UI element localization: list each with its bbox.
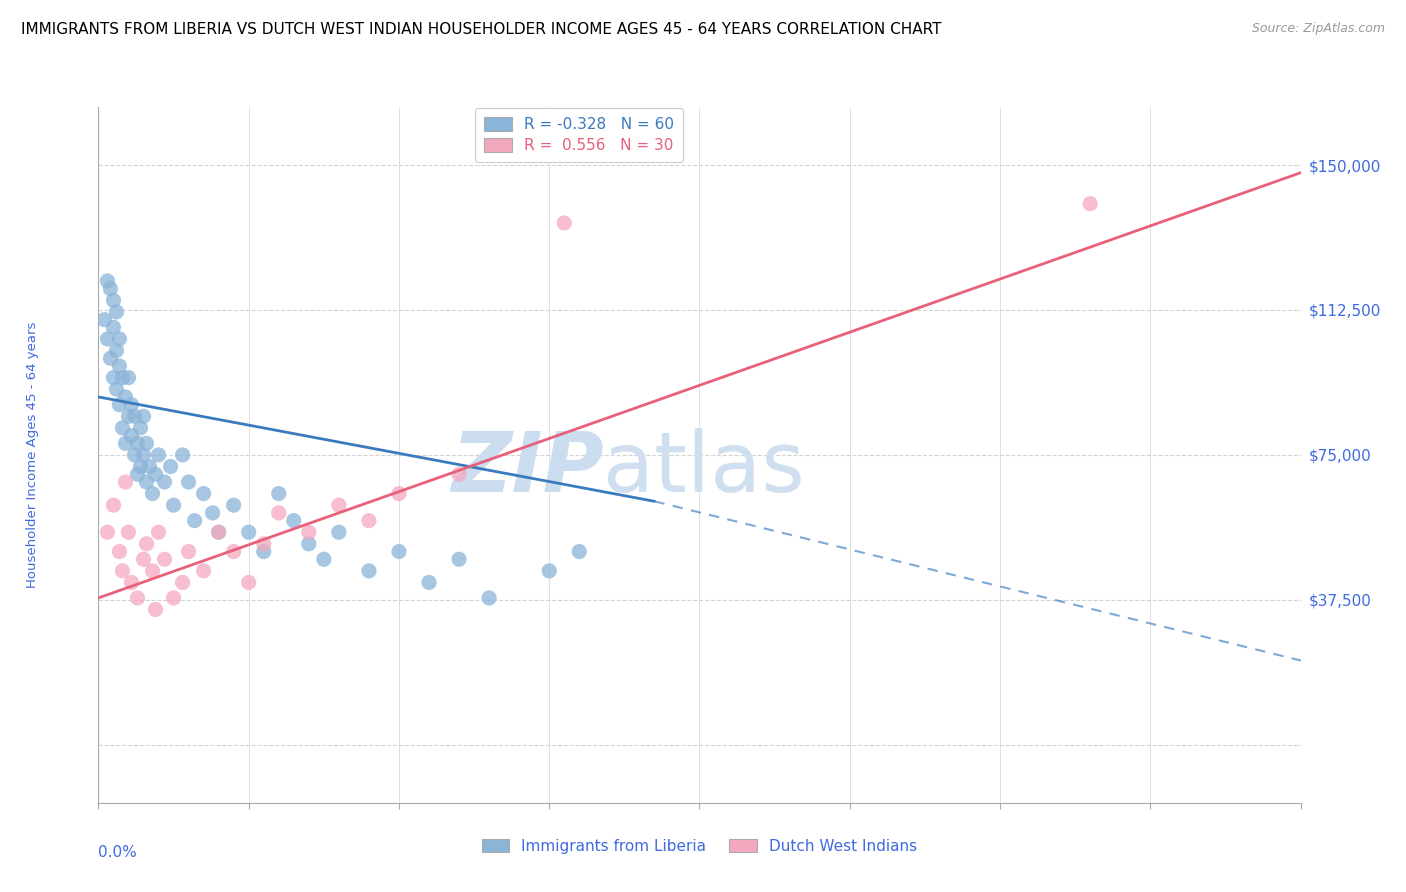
- Point: [145, 467, 167, 482]
- Point: [103, 498, 125, 512]
- Point: [153, 552, 176, 566]
- Point: [177, 544, 200, 558]
- Point: [447, 552, 470, 566]
- Point: [298, 537, 321, 551]
- Point: [127, 467, 149, 482]
- Point: [357, 514, 380, 528]
- Point: [283, 514, 305, 528]
- Point: [111, 370, 134, 384]
- Point: [108, 332, 131, 346]
- Point: [129, 421, 152, 435]
- Point: [105, 305, 128, 319]
- Point: [162, 591, 184, 605]
- Text: 0.0%: 0.0%: [98, 845, 138, 860]
- Point: [111, 564, 134, 578]
- Point: [141, 486, 163, 500]
- Point: [111, 421, 134, 435]
- Point: [328, 525, 350, 540]
- Point: [124, 409, 146, 424]
- Point: [193, 486, 215, 500]
- Point: [117, 409, 139, 424]
- Point: [96, 274, 118, 288]
- Point: [127, 436, 149, 450]
- Text: Householder Income Ages 45 - 64 years: Householder Income Ages 45 - 64 years: [25, 322, 39, 588]
- Point: [172, 575, 194, 590]
- Point: [208, 525, 231, 540]
- Point: [100, 282, 122, 296]
- Point: [132, 409, 155, 424]
- Point: [135, 537, 157, 551]
- Point: [108, 398, 131, 412]
- Point: [138, 459, 160, 474]
- Point: [357, 564, 380, 578]
- Point: [121, 428, 143, 442]
- Text: Source: ZipAtlas.com: Source: ZipAtlas.com: [1251, 22, 1385, 36]
- Point: [141, 564, 163, 578]
- Legend: Immigrants from Liberia, Dutch West Indians: Immigrants from Liberia, Dutch West Indi…: [474, 831, 925, 862]
- Point: [93, 312, 115, 326]
- Point: [114, 475, 136, 489]
- Point: [129, 459, 152, 474]
- Point: [183, 514, 205, 528]
- Point: [253, 544, 276, 558]
- Point: [328, 498, 350, 512]
- Point: [96, 525, 118, 540]
- Point: [388, 544, 411, 558]
- Point: [267, 486, 290, 500]
- Point: [121, 398, 143, 412]
- Point: [114, 390, 136, 404]
- Point: [538, 564, 561, 578]
- Point: [267, 506, 290, 520]
- Text: ZIP: ZIP: [451, 428, 603, 509]
- Point: [159, 459, 181, 474]
- Point: [103, 370, 125, 384]
- Point: [193, 564, 215, 578]
- Point: [148, 448, 170, 462]
- Point: [117, 370, 139, 384]
- Point: [135, 475, 157, 489]
- Point: [100, 351, 122, 366]
- Point: [103, 320, 125, 334]
- Point: [238, 575, 260, 590]
- Point: [222, 498, 245, 512]
- Point: [96, 332, 118, 346]
- Point: [238, 525, 260, 540]
- Point: [117, 525, 139, 540]
- Point: [1078, 196, 1101, 211]
- Point: [153, 475, 176, 489]
- Point: [145, 602, 167, 616]
- Point: [222, 544, 245, 558]
- Point: [148, 525, 170, 540]
- Point: [388, 486, 411, 500]
- Point: [114, 436, 136, 450]
- Point: [312, 552, 335, 566]
- Point: [124, 448, 146, 462]
- Point: [121, 575, 143, 590]
- Point: [132, 552, 155, 566]
- Point: [208, 525, 231, 540]
- Point: [108, 359, 131, 373]
- Point: [447, 467, 470, 482]
- Point: [201, 506, 224, 520]
- Point: [172, 448, 194, 462]
- Point: [127, 591, 149, 605]
- Point: [553, 216, 575, 230]
- Point: [103, 293, 125, 308]
- Point: [177, 475, 200, 489]
- Point: [418, 575, 440, 590]
- Text: IMMIGRANTS FROM LIBERIA VS DUTCH WEST INDIAN HOUSEHOLDER INCOME AGES 45 - 64 YEA: IMMIGRANTS FROM LIBERIA VS DUTCH WEST IN…: [21, 22, 942, 37]
- Point: [108, 544, 131, 558]
- Point: [105, 343, 128, 358]
- Point: [105, 382, 128, 396]
- Point: [568, 544, 591, 558]
- Point: [478, 591, 501, 605]
- Point: [253, 537, 276, 551]
- Point: [298, 525, 321, 540]
- Point: [135, 436, 157, 450]
- Point: [162, 498, 184, 512]
- Text: atlas: atlas: [603, 428, 806, 509]
- Point: [132, 448, 155, 462]
